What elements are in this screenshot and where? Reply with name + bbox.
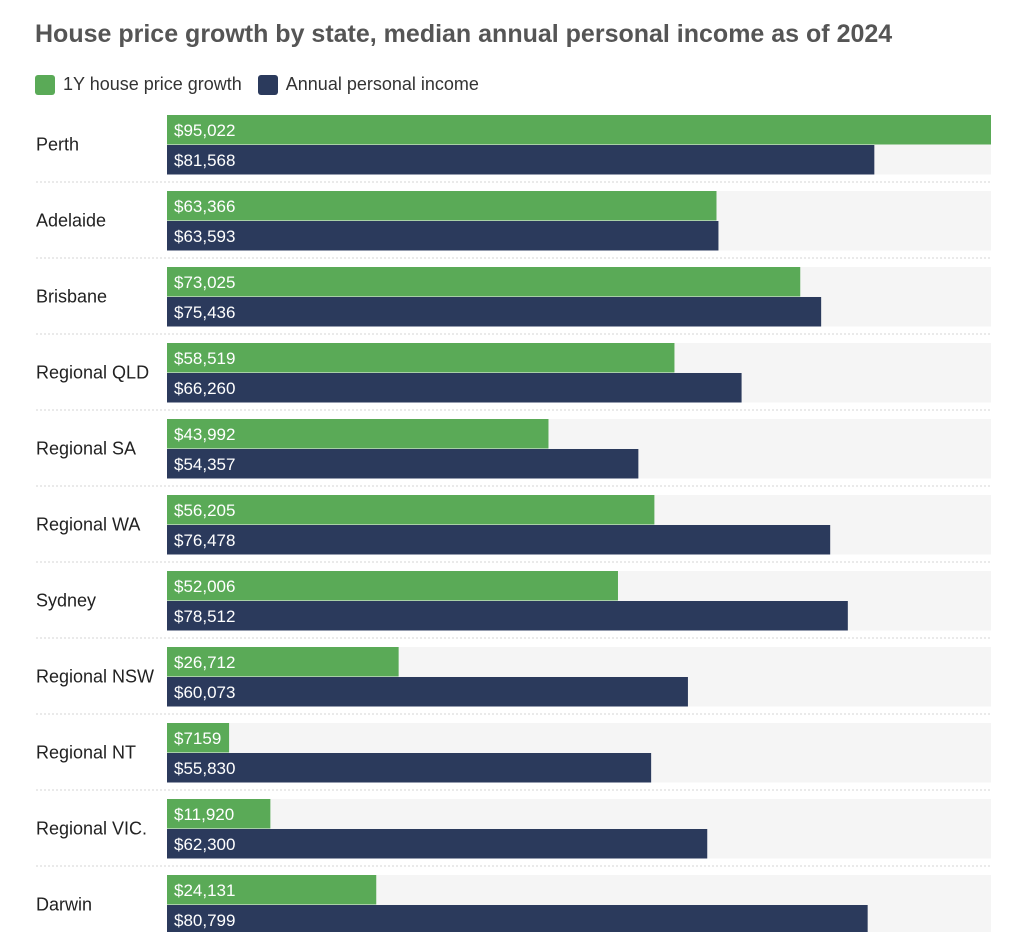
bar-house-price-growth[interactable]	[167, 571, 618, 601]
data-label: $75,436	[174, 303, 235, 322]
bar-personal-income[interactable]	[167, 829, 708, 859]
bar-personal-income[interactable]	[167, 297, 822, 327]
category-group: Regional WA $56,205 $76,478	[36, 495, 991, 563]
category-group: Brisbane $73,025 $75,436	[36, 267, 991, 335]
data-label: $66,260	[174, 379, 235, 398]
category-label: Brisbane	[36, 287, 107, 307]
bar-personal-income[interactable]	[167, 221, 719, 251]
category-group: Perth $95,022 $81,568	[36, 115, 991, 183]
bar-house-price-growth[interactable]	[167, 495, 655, 525]
data-label: $11,920	[174, 805, 234, 824]
category-label: Sydney	[36, 591, 96, 611]
category-group: Regional NT $7159 $55,830	[36, 723, 991, 791]
data-label: $26,712	[174, 653, 235, 672]
legend-label-growth: 1Y house price growth	[63, 74, 242, 94]
category-label: Regional NT	[36, 743, 136, 763]
bar-house-price-growth[interactable]	[167, 875, 377, 905]
bar-personal-income[interactable]	[167, 677, 688, 707]
category-group: Adelaide $63,366 $63,593	[36, 191, 991, 259]
data-label: $54,357	[174, 455, 235, 474]
data-label: $56,205	[174, 501, 235, 520]
data-label: $58,519	[174, 349, 235, 368]
data-label: $73,025	[174, 273, 235, 292]
bar-personal-income[interactable]	[167, 753, 652, 783]
data-label: $80,799	[174, 911, 235, 930]
category-label: Regional NSW	[36, 667, 154, 687]
data-label: $62,300	[174, 835, 235, 854]
data-label: $76,478	[174, 531, 235, 550]
category-label: Regional SA	[36, 439, 136, 459]
category-group: Regional QLD $58,519 $66,260	[36, 343, 991, 411]
data-label: $81,568	[174, 151, 235, 170]
legend-swatch-growth	[35, 74, 55, 95]
bar-house-price-growth[interactable]	[167, 723, 230, 753]
bar-personal-income[interactable]	[167, 145, 875, 175]
category-group: Sydney $52,006 $78,512	[36, 571, 991, 639]
category-label: Perth	[36, 135, 79, 155]
category-label: Adelaide	[36, 211, 106, 231]
data-label: $43,992	[174, 425, 235, 444]
chart-legend: 1Y house price growth Annual personal in…	[35, 74, 495, 95]
data-label: $60,073	[174, 683, 235, 702]
bar-house-price-growth[interactable]	[167, 115, 991, 145]
bar-house-price-growth[interactable]	[167, 647, 399, 677]
data-label: $63,593	[174, 227, 235, 246]
category-label: Regional VIC.	[36, 819, 147, 839]
data-label: $95,022	[174, 121, 235, 140]
bar-house-price-growth[interactable]	[167, 799, 271, 829]
data-label: $78,512	[174, 607, 235, 626]
data-label: $7159	[174, 729, 221, 748]
bar-house-price-growth[interactable]	[167, 267, 801, 297]
legend-item-income[interactable]: Annual personal income	[257, 74, 479, 95]
category-label: Darwin	[36, 895, 92, 915]
chart-title: House price growth by state, median annu…	[35, 20, 893, 48]
bar-house-price-growth[interactable]	[167, 191, 717, 221]
legend-label-income: Annual personal income	[285, 74, 479, 94]
bar-personal-income[interactable]	[167, 525, 831, 555]
legend-item-growth[interactable]: 1Y house price growth	[35, 74, 242, 95]
category-group: Darwin $24,131 $80,799	[36, 875, 991, 932]
data-label: $52,006	[174, 577, 235, 596]
category-label: Regional WA	[36, 515, 140, 535]
category-group: Regional VIC. $11,920 $62,300	[36, 799, 991, 867]
bar-house-price-growth[interactable]	[167, 419, 549, 449]
category-group: Regional SA $43,992 $54,357	[36, 419, 991, 487]
category-label: Regional QLD	[36, 363, 149, 383]
bar-personal-income[interactable]	[167, 905, 868, 932]
legend-swatch-income	[257, 74, 278, 95]
data-label: $24,131	[174, 881, 235, 900]
bar-personal-income[interactable]	[167, 449, 639, 479]
bar-personal-income[interactable]	[167, 601, 848, 631]
data-label: $55,830	[174, 759, 235, 778]
category-group: Regional NSW $26,712 $60,073	[36, 647, 991, 715]
data-label: $63,366	[174, 197, 235, 216]
bar-house-price-growth[interactable]	[167, 343, 675, 373]
bar-personal-income[interactable]	[167, 373, 742, 403]
